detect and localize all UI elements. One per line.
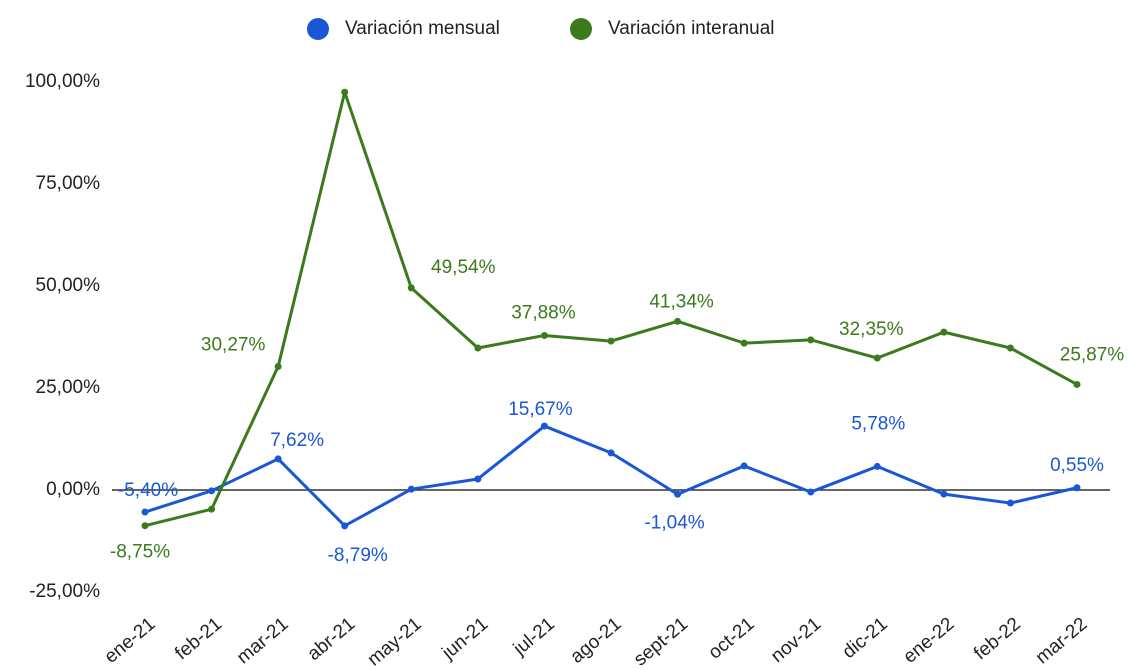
data-label: 25,87% <box>1060 344 1125 365</box>
x-tick-label: feb-21 <box>171 614 226 665</box>
point <box>540 422 548 430</box>
y-tick-label: 25,00% <box>36 377 101 398</box>
data-label: 49,54% <box>431 257 496 278</box>
point <box>940 328 948 336</box>
x-tick-label: feb-22 <box>970 614 1025 665</box>
data-label: 0,55% <box>1050 455 1104 476</box>
point <box>274 362 282 370</box>
data-label: -5,40% <box>118 480 178 501</box>
x-tick-label: ene-22 <box>899 614 958 668</box>
point <box>407 485 415 493</box>
point <box>607 449 615 457</box>
x-tick-label: dic-21 <box>839 614 892 663</box>
x-tick-label: may-21 <box>364 614 426 670</box>
legend-swatch <box>307 18 329 40</box>
x-tick-label: ago-21 <box>567 614 626 668</box>
point <box>674 490 682 498</box>
point <box>1073 484 1081 492</box>
point <box>607 337 615 345</box>
x-tick-label: ene-21 <box>101 614 160 668</box>
point <box>873 354 881 362</box>
point <box>274 455 282 463</box>
point <box>807 336 815 344</box>
x-tick-label: mar-22 <box>1032 614 1092 669</box>
data-label: 32,35% <box>839 319 904 340</box>
y-tick-label: 0,00% <box>46 479 100 500</box>
point <box>474 344 482 352</box>
data-label: 7,62% <box>270 430 324 451</box>
point <box>341 522 349 530</box>
legend-label: Variación interanual <box>608 18 775 39</box>
point <box>141 508 149 516</box>
point <box>740 462 748 470</box>
point <box>1073 380 1081 388</box>
x-tick-label: mar-21 <box>233 614 293 669</box>
point <box>540 331 548 339</box>
data-label: 37,88% <box>511 302 576 323</box>
point <box>940 490 948 498</box>
point <box>407 284 415 292</box>
x-tick-label: oct-21 <box>705 614 759 664</box>
data-label: -8,75% <box>110 542 170 563</box>
point <box>807 488 815 496</box>
y-tick-label: 100,00% <box>25 71 100 92</box>
point <box>740 339 748 347</box>
legend-label: Variación mensual <box>345 18 500 39</box>
point <box>1006 344 1014 352</box>
point <box>208 505 216 513</box>
series-line <box>144 90 1078 528</box>
legend-swatch <box>570 18 592 40</box>
point <box>208 487 216 495</box>
data-label: -8,79% <box>328 545 388 566</box>
data-label: 15,67% <box>508 399 573 420</box>
data-label: 5,78% <box>851 413 905 434</box>
x-tick-label: abr-21 <box>304 614 360 665</box>
data-label: 30,27% <box>201 335 266 356</box>
y-tick-label: 50,00% <box>36 275 101 296</box>
point <box>341 88 349 96</box>
x-tick-label: jul-21 <box>509 614 559 661</box>
point <box>873 462 881 470</box>
x-tick-label: nov-21 <box>767 614 825 667</box>
y-tick-label: -25,00% <box>29 581 100 602</box>
y-tick-label: 75,00% <box>36 173 101 194</box>
x-tick-label: sept-21 <box>630 614 692 670</box>
point <box>674 317 682 325</box>
data-label: -1,04% <box>644 512 704 533</box>
x-tick-label: jun-21 <box>438 614 493 665</box>
point <box>1006 499 1014 507</box>
data-label: 41,34% <box>649 291 714 312</box>
point <box>474 475 482 483</box>
point <box>141 522 149 530</box>
